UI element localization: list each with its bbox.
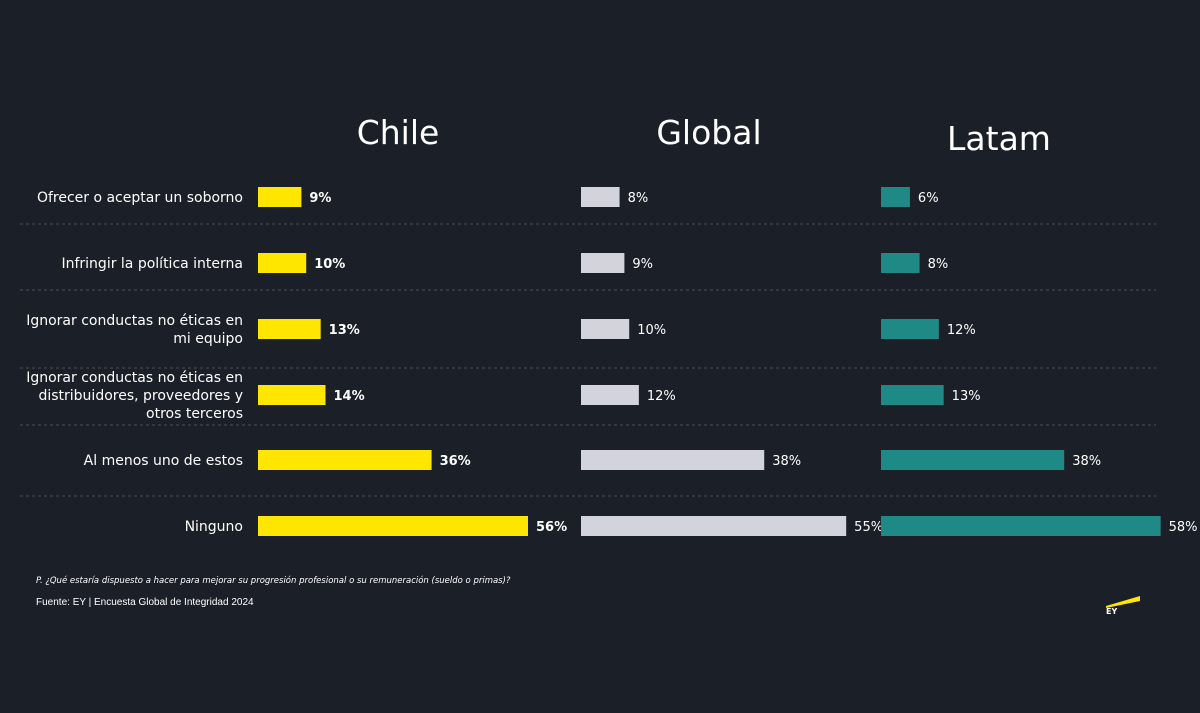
bar-global [581,319,630,339]
bar-latam [881,253,920,273]
value-label-latam: 38% [1072,454,1101,469]
bar-global [581,450,765,470]
bar-chile [258,253,307,273]
value-label-latam: 6% [918,191,939,206]
value-label-latam: 8% [928,257,949,272]
column-title-global: Global [656,113,761,152]
column-title-latam: Latam [947,119,1051,158]
category-label: Al menos uno de estos [84,453,243,469]
category-label: otros terceros [146,406,243,422]
bar-global [581,187,620,207]
value-label-global: 38% [772,454,801,469]
value-label-global: 55% [854,520,883,535]
value-label-chile: 56% [536,520,567,535]
bar-global [581,253,625,273]
value-label-latam: 58% [1169,520,1198,535]
question-text: P. ¿Qué estaría dispuesto a hacer para m… [36,576,511,586]
source-text: Fuente: EY | Encuesta Global de Integrid… [36,597,254,608]
bar-chile [258,385,326,405]
value-label-global: 8% [628,191,649,206]
value-label-chile: 14% [334,389,365,404]
bar-chile [258,516,528,536]
bar-chile [258,450,432,470]
value-label-chile: 13% [329,323,360,338]
column-title-chile: Chile [357,113,440,152]
category-label: Ignorar conductas no éticas en [26,313,243,329]
bar-global [581,516,847,536]
bar-latam [881,319,939,339]
bar-chile [258,319,321,339]
bar-latam [881,385,944,405]
value-label-latam: 13% [952,389,981,404]
value-label-global: 9% [632,257,653,272]
value-label-chile: 36% [440,454,471,469]
value-label-chile: 9% [309,191,331,206]
value-label-latam: 12% [947,323,976,338]
value-label-global: 10% [637,323,666,338]
category-label: Ofrecer o aceptar un soborno [37,190,243,206]
category-label: mi equipo [173,331,243,347]
category-label: Ninguno [185,519,243,535]
ey-logo-icon: EY [1106,596,1140,614]
bar-global [581,385,639,405]
bar-latam [881,516,1161,536]
category-label: distribuidores, proveedores y [38,388,243,404]
svg-text:EY: EY [1106,607,1117,614]
value-label-global: 12% [647,389,676,404]
category-label: Infringir la política interna [61,256,243,272]
value-label-chile: 10% [314,257,345,272]
bar-latam [881,450,1065,470]
category-label: Ignorar conductas no éticas en [26,370,243,386]
bar-chile [258,187,302,207]
bar-latam [881,187,910,207]
